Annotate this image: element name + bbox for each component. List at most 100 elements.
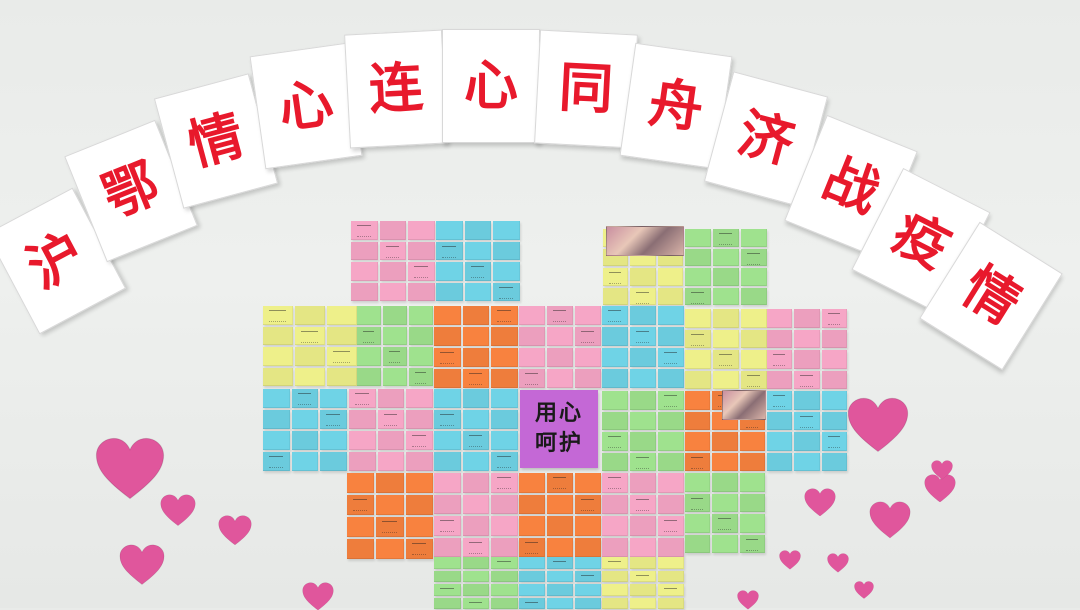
sticky-note: [434, 452, 461, 471]
sticky-note: [462, 516, 490, 536]
sticky-note: [575, 537, 601, 557]
sticky-note: [351, 221, 378, 240]
sticky-note: [383, 306, 407, 325]
sticky-note: [408, 282, 435, 301]
sticky-note: [357, 326, 381, 345]
sticky-note: [630, 473, 656, 493]
sticky-note: [821, 329, 847, 348]
sticky-note-block: [601, 305, 685, 389]
sticky-note: [685, 411, 711, 430]
heart-icon: [218, 515, 252, 545]
sticky-note: [383, 326, 407, 345]
sticky-note: [685, 370, 711, 389]
sticky-note-block: [262, 388, 348, 472]
sticky-note: [712, 514, 738, 533]
sticky-note: [821, 432, 847, 451]
sticky-note: [434, 597, 461, 609]
sticky-note: [658, 348, 684, 367]
sticky-note: [767, 452, 793, 471]
center-message-note: 用心 呵护: [520, 390, 598, 468]
sticky-note: [630, 411, 656, 430]
sticky-note: [713, 229, 739, 247]
sticky-note: [547, 369, 573, 388]
sticky-note: [263, 431, 290, 450]
sticky-note: [602, 584, 628, 596]
sticky-note: [347, 495, 375, 515]
sticky-note: [462, 473, 490, 493]
sticky-note: [821, 411, 847, 430]
sticky-note: [821, 391, 847, 410]
sticky-note: [434, 410, 461, 429]
sticky-note: [295, 367, 325, 386]
sticky-note: [493, 282, 520, 301]
sticky-note: [658, 369, 684, 388]
sticky-note: [575, 327, 601, 346]
sticky-note: [685, 391, 711, 410]
sticky-note: [602, 369, 628, 388]
sticky-note: [658, 494, 684, 514]
sticky-note: [408, 262, 435, 281]
sticky-note: [547, 327, 573, 346]
sticky-note: [434, 537, 461, 557]
sticky-note: [434, 389, 461, 408]
heart-icon: [804, 487, 836, 517]
sticky-note: [741, 370, 767, 389]
sticky-note: [462, 306, 490, 325]
sticky-note-block: [435, 220, 521, 302]
sticky-note: [263, 347, 293, 366]
sticky-note: [434, 584, 461, 596]
sticky-note: [602, 432, 628, 451]
banner-character: 情: [951, 254, 1031, 337]
sticky-note: [462, 570, 490, 582]
sticky-note: [575, 516, 601, 536]
center-message-line-1: 用心: [534, 401, 583, 426]
sticky-note: [376, 473, 404, 493]
sticky-note: [739, 514, 765, 533]
sticky-note: [712, 432, 738, 451]
sticky-note: [491, 557, 518, 569]
sticky-note: [462, 431, 490, 450]
sticky-note: [327, 347, 357, 366]
sticky-note: [295, 306, 325, 325]
sticky-note: [658, 570, 684, 582]
sticky-note: [603, 268, 629, 286]
sticky-note: [547, 516, 573, 536]
pinned-photo: [606, 226, 684, 256]
sticky-note: [291, 389, 319, 408]
heart-icon: [827, 553, 849, 573]
banner-character: 心: [464, 54, 518, 117]
sticky-note: [377, 431, 405, 450]
sticky-note: [713, 309, 739, 328]
sticky-note: [349, 452, 376, 471]
sticky-note: [349, 389, 376, 408]
sticky-note-block: [433, 388, 519, 472]
sticky-note: [602, 516, 628, 536]
sticky-note: [383, 347, 407, 366]
sticky-note: [741, 268, 767, 286]
sticky-note: [434, 516, 461, 536]
sticky-note: [794, 432, 820, 451]
sticky-note: [409, 306, 433, 325]
sticky-note: [685, 534, 711, 553]
sticky-note: [821, 309, 847, 328]
sticky-note: [547, 597, 573, 609]
sticky-note: [547, 557, 573, 569]
heart-icon: [847, 397, 909, 453]
sticky-note: [657, 287, 683, 305]
sticky-note: [658, 473, 684, 493]
sticky-note: [519, 369, 545, 388]
banner-character: 连: [367, 55, 425, 122]
sticky-note: [685, 309, 711, 328]
sticky-note: [491, 452, 518, 471]
banner-character: 鄂: [93, 151, 168, 230]
sticky-note: [767, 432, 793, 451]
sticky-note: [767, 370, 793, 389]
sticky-note: [712, 534, 738, 553]
sticky-note: [547, 537, 573, 557]
sticky-note: [436, 221, 463, 240]
sticky-note: [263, 452, 290, 471]
sticky-note: [519, 494, 545, 514]
sticky-note: [713, 370, 739, 389]
sticky-note-block: [433, 305, 519, 389]
sticky-note-block: [684, 228, 768, 306]
